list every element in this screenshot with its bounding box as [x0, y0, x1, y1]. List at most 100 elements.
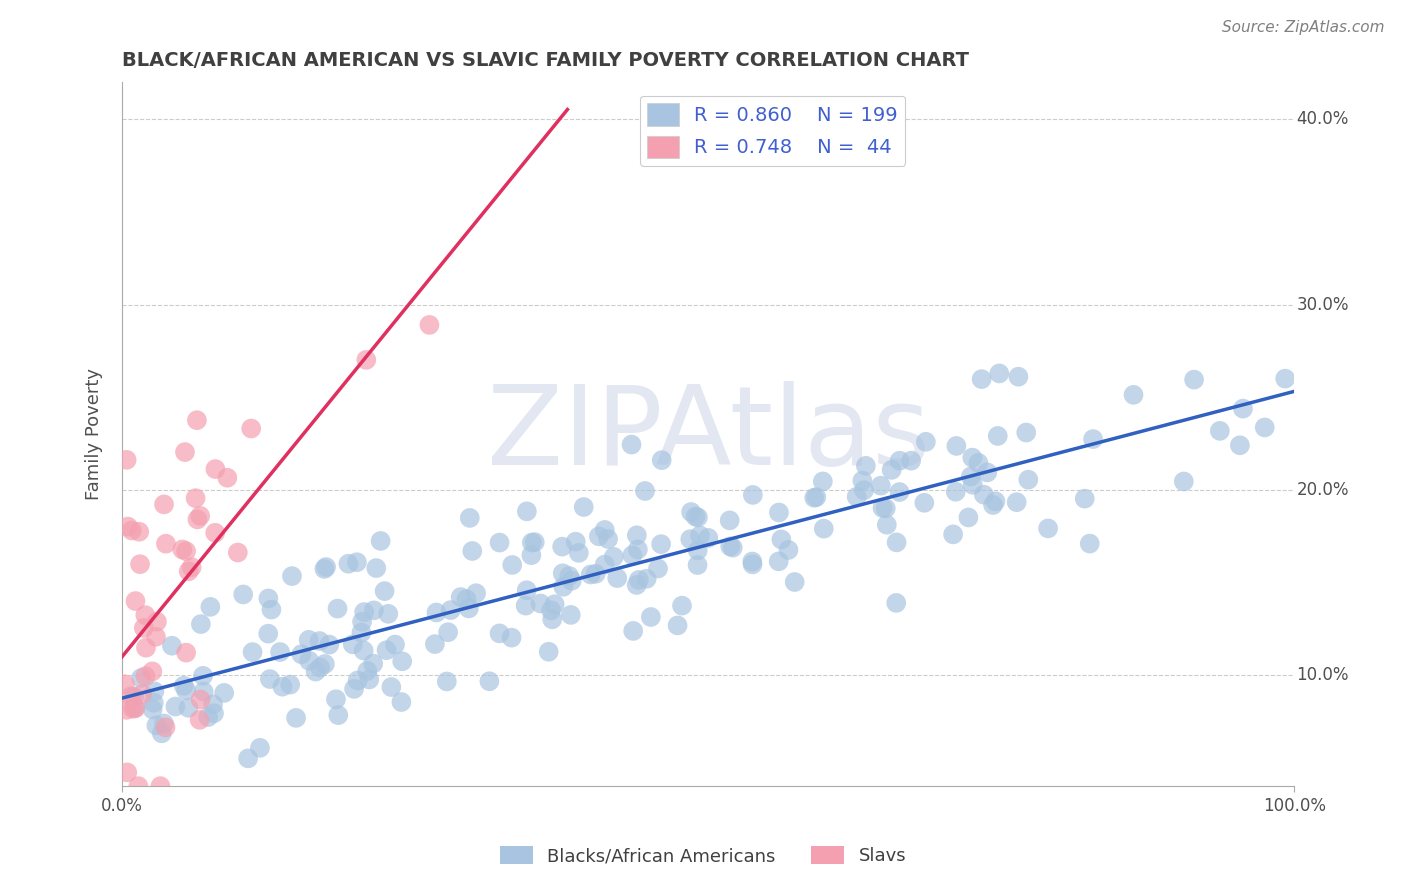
- Point: [685, 509, 707, 524]
- Point: [588, 529, 610, 543]
- Point: [640, 610, 662, 624]
- Point: [718, 513, 741, 527]
- Point: [257, 591, 280, 606]
- Point: [520, 535, 543, 549]
- Point: [593, 523, 616, 537]
- Point: [200, 599, 222, 614]
- Point: [384, 638, 406, 652]
- Point: [149, 779, 172, 793]
- Point: [117, 519, 139, 533]
- Point: [686, 510, 709, 524]
- Point: [1232, 401, 1254, 416]
- Point: [174, 646, 197, 660]
- Point: [650, 537, 672, 551]
- Point: [259, 672, 281, 686]
- Point: [202, 706, 225, 721]
- Point: [186, 512, 208, 526]
- Point: [188, 713, 211, 727]
- Text: 40.0%: 40.0%: [1296, 111, 1348, 128]
- Point: [488, 535, 510, 549]
- Point: [352, 615, 374, 629]
- Point: [1007, 369, 1029, 384]
- Point: [240, 421, 263, 435]
- Point: [115, 703, 138, 717]
- Point: [155, 537, 177, 551]
- Point: [912, 496, 935, 510]
- Point: [1074, 491, 1097, 506]
- Point: [620, 437, 643, 451]
- Point: [813, 522, 835, 536]
- Point: [298, 654, 321, 668]
- Point: [621, 548, 644, 562]
- Point: [142, 696, 165, 710]
- Point: [374, 584, 396, 599]
- Point: [544, 597, 567, 611]
- Point: [568, 546, 591, 560]
- Point: [318, 638, 340, 652]
- Point: [1081, 432, 1104, 446]
- Point: [309, 660, 332, 674]
- Point: [366, 561, 388, 575]
- Point: [380, 680, 402, 694]
- Point: [551, 566, 574, 581]
- Point: [626, 578, 648, 592]
- Point: [541, 612, 564, 626]
- Point: [226, 545, 249, 559]
- Point: [768, 506, 790, 520]
- Point: [353, 605, 375, 619]
- Point: [337, 557, 360, 571]
- Y-axis label: Family Poverty: Family Poverty: [86, 368, 103, 500]
- Point: [115, 453, 138, 467]
- Point: [853, 483, 876, 498]
- Point: [516, 583, 538, 598]
- Point: [117, 765, 139, 780]
- Point: [160, 639, 183, 653]
- Point: [204, 462, 226, 476]
- Point: [204, 525, 226, 540]
- Point: [257, 626, 280, 640]
- Point: [596, 532, 619, 546]
- Point: [959, 469, 981, 483]
- Point: [803, 491, 825, 505]
- Point: [346, 673, 368, 688]
- Point: [880, 463, 903, 477]
- Point: [423, 637, 446, 651]
- Point: [914, 434, 936, 449]
- Point: [1173, 475, 1195, 489]
- Point: [579, 567, 602, 582]
- Point: [350, 625, 373, 640]
- Point: [889, 453, 911, 467]
- Point: [120, 690, 142, 704]
- Point: [142, 702, 165, 716]
- Point: [242, 645, 264, 659]
- Point: [606, 571, 628, 585]
- Point: [1015, 425, 1038, 440]
- Point: [343, 681, 366, 696]
- Point: [146, 615, 169, 629]
- Point: [515, 599, 537, 613]
- Point: [585, 566, 607, 581]
- Point: [128, 524, 150, 539]
- Point: [260, 602, 283, 616]
- Point: [1078, 536, 1101, 550]
- Point: [900, 453, 922, 467]
- Point: [851, 474, 873, 488]
- Point: [501, 631, 523, 645]
- Point: [553, 580, 575, 594]
- Point: [855, 458, 877, 473]
- Point: [124, 701, 146, 715]
- Legend: R = 0.860    N = 199, R = 0.748    N =  44: R = 0.860 N = 199, R = 0.748 N = 44: [640, 95, 905, 166]
- Point: [174, 445, 197, 459]
- Point: [537, 645, 560, 659]
- Point: [359, 673, 381, 687]
- Point: [418, 318, 440, 332]
- Point: [540, 603, 562, 617]
- Legend: Blacks/African Americans, Slavs: Blacks/African Americans, Slavs: [492, 838, 914, 872]
- Point: [389, 695, 412, 709]
- Text: Source: ZipAtlas.com: Source: ZipAtlas.com: [1222, 20, 1385, 35]
- Point: [249, 740, 271, 755]
- Point: [461, 544, 484, 558]
- Point: [124, 701, 146, 715]
- Point: [558, 569, 581, 583]
- Point: [346, 555, 368, 569]
